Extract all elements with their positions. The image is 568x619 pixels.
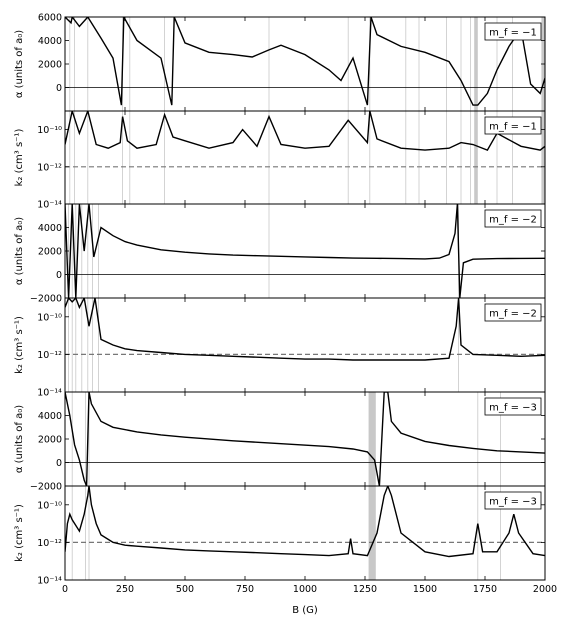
legend-label: m_f = −3 — [489, 497, 537, 508]
legend-box — [484, 116, 542, 135]
y-tick-label: 10⁻¹⁰ — [37, 125, 62, 136]
y-tick-label: 10⁻¹⁴ — [37, 576, 62, 587]
y-tick-label: 0 — [56, 270, 62, 281]
series-line — [65, 204, 545, 298]
panel-k2_m2: 10⁻¹⁰ 10⁻¹² 10⁻¹⁴ k₂ (cm³ s⁻¹) m_f = −2 — [14, 297, 546, 399]
legend-box — [484, 397, 542, 416]
y-axis-label: k₂ (cm³ s⁻¹) — [14, 129, 25, 187]
y-axis-label: k₂ (cm³ s⁻¹) — [14, 504, 25, 562]
x-tick-label: 250 — [116, 584, 134, 595]
x-tick-label: 1000 — [293, 584, 317, 595]
y-tick-label: 10⁻¹⁰ — [37, 312, 62, 323]
y-tick-label: −2000 — [30, 294, 62, 305]
shaded-region — [474, 111, 478, 204]
series-line — [65, 486, 545, 558]
legend-label: m_f = −2 — [489, 215, 537, 226]
y-tick-label: −2000 — [30, 482, 62, 493]
y-axis-label: k₂ (cm³ s⁻¹) — [14, 316, 25, 374]
series-line — [65, 17, 545, 106]
series-line — [65, 298, 545, 361]
x-tick-label: 0 — [62, 584, 68, 595]
x-tick-label: 2000 — [533, 584, 557, 595]
x-tick-label: 750 — [236, 584, 254, 595]
y-tick-label: 2000 — [38, 247, 62, 258]
y-tick-label: 4000 — [38, 36, 62, 47]
y-tick-label: 0 — [56, 458, 62, 469]
shaded-region — [368, 392, 376, 486]
panel-frame — [64, 16, 546, 112]
panel-alpha_m1: 0 2000 4000 6000 α (units of a₀) m_f = −1 — [14, 13, 546, 112]
legend-label: m_f = −3 — [489, 403, 537, 414]
y-axis-label: α (units of a₀) — [14, 405, 25, 473]
y-tick-label: 6000 — [38, 13, 62, 24]
legend-box — [484, 303, 542, 322]
y-tick-label: 4000 — [38, 411, 62, 422]
legend-box — [484, 209, 542, 228]
panel-alpha_m3: −2000 0 2000 4000 α (units of a₀) m_f = −3 — [14, 391, 546, 493]
x-tick-label: 1500 — [413, 584, 437, 595]
y-tick-label: 10⁻¹⁰ — [37, 500, 62, 511]
panel-frame — [64, 391, 546, 487]
panel-frame — [64, 297, 546, 393]
x-axis-label: B (G) — [292, 605, 318, 616]
x-tick-label: 1250 — [353, 584, 377, 595]
y-tick-label: 2000 — [38, 60, 62, 71]
panel-k2_m3: 10⁻¹⁰ 10⁻¹² 10⁻¹⁴ k₂ (cm³ s⁻¹) m_f = −3 — [14, 485, 546, 587]
shaded-region — [541, 111, 545, 204]
y-tick-label: 2000 — [38, 435, 62, 446]
y-tick-label: 10⁻¹⁴ — [37, 200, 62, 211]
y-tick-label: 10⁻¹⁴ — [37, 388, 62, 399]
series-line — [65, 111, 545, 151]
shaded-region — [368, 486, 376, 580]
y-tick-label: 10⁻¹² — [37, 162, 62, 173]
x-tick-label: 1750 — [473, 584, 497, 595]
panel-k2_m1: 10⁻¹⁰ 10⁻¹² 10⁻¹⁴ k₂ (cm³ s⁻¹) m_f = −1 — [14, 110, 546, 211]
legend-label: m_f = −1 — [489, 28, 537, 39]
legend-box — [484, 491, 542, 510]
x-tick-label: 500 — [176, 584, 194, 595]
y-tick-label: 10⁻¹² — [37, 538, 62, 549]
y-tick-label: 10⁻¹² — [37, 350, 62, 361]
legend-label: m_f = −2 — [489, 309, 537, 320]
panel-frame — [64, 110, 546, 205]
y-tick-label: 4000 — [38, 223, 62, 234]
y-axis-label: α (units of a₀) — [14, 217, 25, 285]
shaded-region — [474, 17, 478, 111]
legend-label: m_f = −1 — [489, 122, 537, 133]
panel-frame — [64, 203, 546, 299]
panel-frame — [64, 485, 546, 581]
y-axis-label: α (units of a₀) — [14, 30, 25, 98]
series-line — [65, 392, 545, 486]
y-tick-label: 0 — [56, 83, 62, 94]
legend-box — [484, 22, 542, 41]
panel-alpha_m2: −2000 0 2000 4000 α (units of a₀) m_f = −2 — [14, 203, 546, 305]
